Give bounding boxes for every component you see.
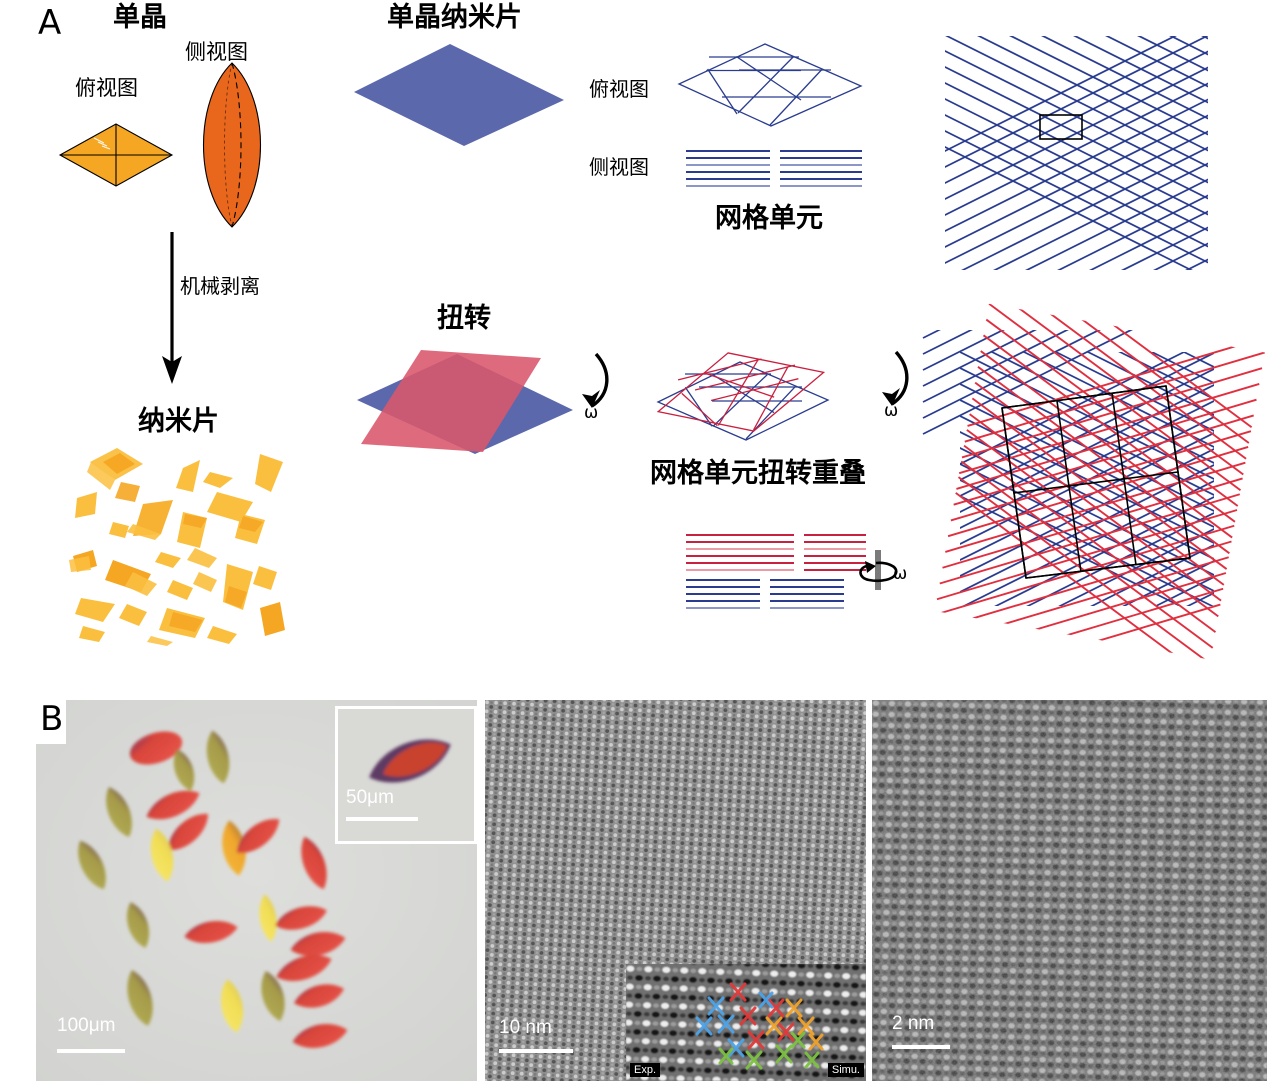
- exp-tag: Exp.: [630, 1063, 661, 1077]
- stack-omega-label: ω: [893, 564, 908, 584]
- single-crystal-nanosheet-shape: [354, 44, 564, 146]
- single-crystal-top-view-rhombus: [58, 123, 174, 187]
- tem10-scalebar-line: [499, 1049, 573, 1053]
- hrtem-image-10nm: 10 nm: [485, 700, 866, 1081]
- lattice-unit-highlight-box: [1039, 114, 1083, 140]
- panel-letter-a: A: [38, 3, 62, 43]
- single-crystal-side-view-label: 侧视图: [185, 40, 248, 64]
- hrtem-image-2nm: 2 nm: [872, 700, 1267, 1081]
- optical-scalebar-line: [57, 1049, 125, 1053]
- twist-title: 扭转: [437, 303, 491, 334]
- optical-microscopy-image: 100μm 50μm: [36, 700, 477, 1081]
- nanosheets-title: 纳米片: [138, 406, 219, 437]
- tem10-scalebar-label: 10 nm: [499, 1017, 552, 1038]
- rotation-axis-icon: [859, 550, 898, 590]
- simu-tag: Simu.: [827, 1063, 864, 1077]
- twisted-stack-side-view: [686, 534, 866, 609]
- single-lattice-grid: [903, 0, 1267, 435]
- twist-omega-label: ω: [584, 403, 599, 423]
- moire-supercell-outline: [1001, 385, 1191, 579]
- single-crystal-nanosheet-title: 单晶纳米片: [387, 2, 522, 33]
- twisted-cells-rotation-arrow-icon: [882, 350, 909, 406]
- single-crystal-title: 单晶: [113, 2, 167, 33]
- optical-inset-scalebar-label: 50μm: [346, 787, 394, 808]
- exfoliation-label: 机械剥离: [180, 274, 260, 298]
- panel-letter-b: B: [40, 699, 64, 739]
- twisted-cells-caption: 网格单元扭转重叠: [650, 458, 866, 489]
- twisted-cells-omega-label: ω: [884, 401, 899, 421]
- grid-cell-caption: 网格单元: [715, 203, 823, 234]
- twist-stacked-sheets: [357, 350, 573, 454]
- moire-superlattice: [920, 299, 1267, 661]
- twist-rotation-arrow-icon: [582, 352, 609, 408]
- optical-inset-scalebar-line: [346, 817, 418, 821]
- grid-cell-side-view-label: 侧视图: [589, 155, 649, 179]
- nanosheet-flake-cloud: [69, 448, 285, 646]
- grid-cell-side-view: [686, 149, 862, 188]
- exp-simu-inset: Exp. Simu.: [626, 964, 866, 1081]
- exfoliation-arrow-icon: [162, 232, 182, 384]
- optical-scalebar-label: 100μm: [57, 1015, 116, 1036]
- single-crystal-top-view-label: 俯视图: [75, 76, 138, 100]
- single-crystal-side-view-lens: [203, 62, 261, 228]
- grid-cell-top-view-label: 俯视图: [589, 77, 649, 101]
- grid-cell-top-view: [677, 43, 863, 127]
- tem2-scalebar-label: 2 nm: [892, 1013, 935, 1034]
- tem2-scalebar-line: [892, 1045, 950, 1049]
- panel-b-letter-notch: [36, 700, 66, 744]
- optical-inset-image: 50μm: [335, 706, 477, 844]
- twisted-grid-cells: [656, 352, 830, 441]
